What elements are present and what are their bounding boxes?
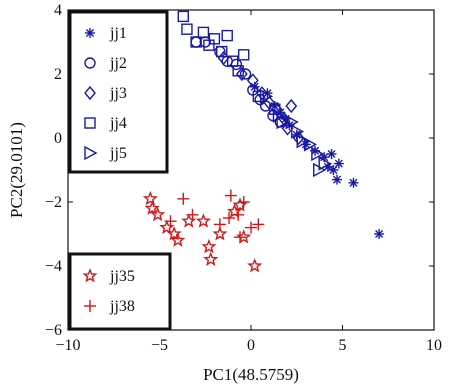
data-point [296, 134, 310, 149]
x-axis-label: PC1(48.5759) [203, 365, 299, 384]
data-point [237, 196, 250, 208]
data-point [311, 146, 325, 162]
legend-marker [84, 300, 96, 312]
legend-item-jj1: jj1 [85, 25, 127, 42]
legend-item-jj4: jj4 [84, 115, 127, 132]
y-tick-label: 0 [54, 130, 62, 147]
data-point [237, 49, 250, 61]
legend-marker [84, 57, 96, 69]
data-point [232, 65, 244, 77]
data-point [348, 177, 359, 188]
legend-label: jj2 [109, 55, 127, 72]
data-point [313, 162, 327, 178]
data-point [303, 137, 318, 152]
legend-label: jj38 [109, 298, 135, 315]
legend-item-jj5: jj5 [84, 145, 127, 162]
data-point [216, 45, 228, 58]
x-tick-label: −5 [151, 337, 168, 354]
legend-label: jj5 [109, 145, 127, 162]
x-tick-label: −10 [55, 337, 80, 354]
y-tick-label: −2 [45, 194, 62, 211]
y-tick-label: −6 [45, 322, 62, 339]
legend-item-jj38: jj38 [84, 298, 135, 315]
legend-item-jj3: jj3 [84, 85, 127, 102]
data-point [186, 208, 199, 221]
data-point [235, 66, 248, 82]
y-tick-label: 4 [54, 2, 62, 19]
legend-marker [84, 85, 96, 101]
data-point [201, 238, 217, 254]
data-point [144, 200, 160, 215]
data-point [170, 232, 186, 247]
data-point [326, 149, 337, 159]
data-point [252, 90, 265, 103]
data-point [272, 108, 286, 123]
data-point [328, 165, 339, 175]
y-tick-label: 2 [54, 66, 62, 83]
legend-label: jj35 [109, 268, 135, 285]
legend-label: jj4 [109, 115, 127, 132]
data-point [239, 68, 252, 80]
x-tick-label: 10 [426, 337, 442, 354]
series-jj5 [259, 89, 332, 178]
data-point [142, 190, 158, 206]
data-point [208, 33, 221, 45]
data-point [177, 10, 189, 23]
legend-marker [84, 117, 96, 129]
data-point [234, 231, 247, 244]
data-point [245, 221, 257, 234]
data-point [224, 189, 237, 202]
data-point [259, 89, 274, 104]
data-point [247, 258, 263, 273]
data-point [246, 73, 259, 88]
data-point [318, 156, 332, 171]
data-point [213, 218, 226, 231]
legend-marker [84, 145, 98, 161]
legend-marker [82, 268, 98, 283]
data-point [212, 226, 228, 241]
series-jj38 [164, 189, 265, 244]
x-tick-label: 5 [339, 337, 347, 354]
data-point [230, 58, 243, 71]
legend-marker [85, 28, 95, 38]
legend-bottom-box [68, 252, 172, 331]
legend-item-jj35: jj35 [82, 268, 135, 285]
y-axis-label: PC2(29.0101) [7, 122, 26, 218]
data-point [164, 215, 177, 228]
data-point [166, 226, 182, 241]
legend-item-jj2: jj2 [84, 55, 127, 72]
data-point [181, 23, 193, 35]
data-point [177, 192, 190, 205]
data-point [195, 213, 211, 228]
data-point [197, 26, 210, 39]
data-point [221, 29, 233, 42]
data-point [332, 174, 343, 185]
legend-label: jj1 [109, 25, 127, 42]
data-point [203, 251, 219, 266]
y-tick-label: −4 [45, 258, 62, 275]
data-point [374, 229, 385, 239]
data-point [252, 218, 265, 231]
legend-top: jj1 jj2 jj3 jj4 jj5 [68, 10, 169, 174]
x-tick-label: 0 [247, 337, 255, 354]
legend-bottom: jj35 jj38 [68, 252, 172, 331]
data-point [333, 158, 344, 169]
data-point [232, 208, 245, 221]
legend-label: jj3 [109, 85, 127, 102]
data-point [223, 212, 236, 224]
data-point [269, 103, 281, 115]
data-point [276, 114, 290, 130]
data-point [190, 36, 202, 48]
data-point [150, 206, 166, 222]
data-marks [142, 10, 385, 273]
data-point [285, 98, 298, 114]
series-jj4 [177, 10, 281, 115]
data-point [281, 121, 294, 136]
